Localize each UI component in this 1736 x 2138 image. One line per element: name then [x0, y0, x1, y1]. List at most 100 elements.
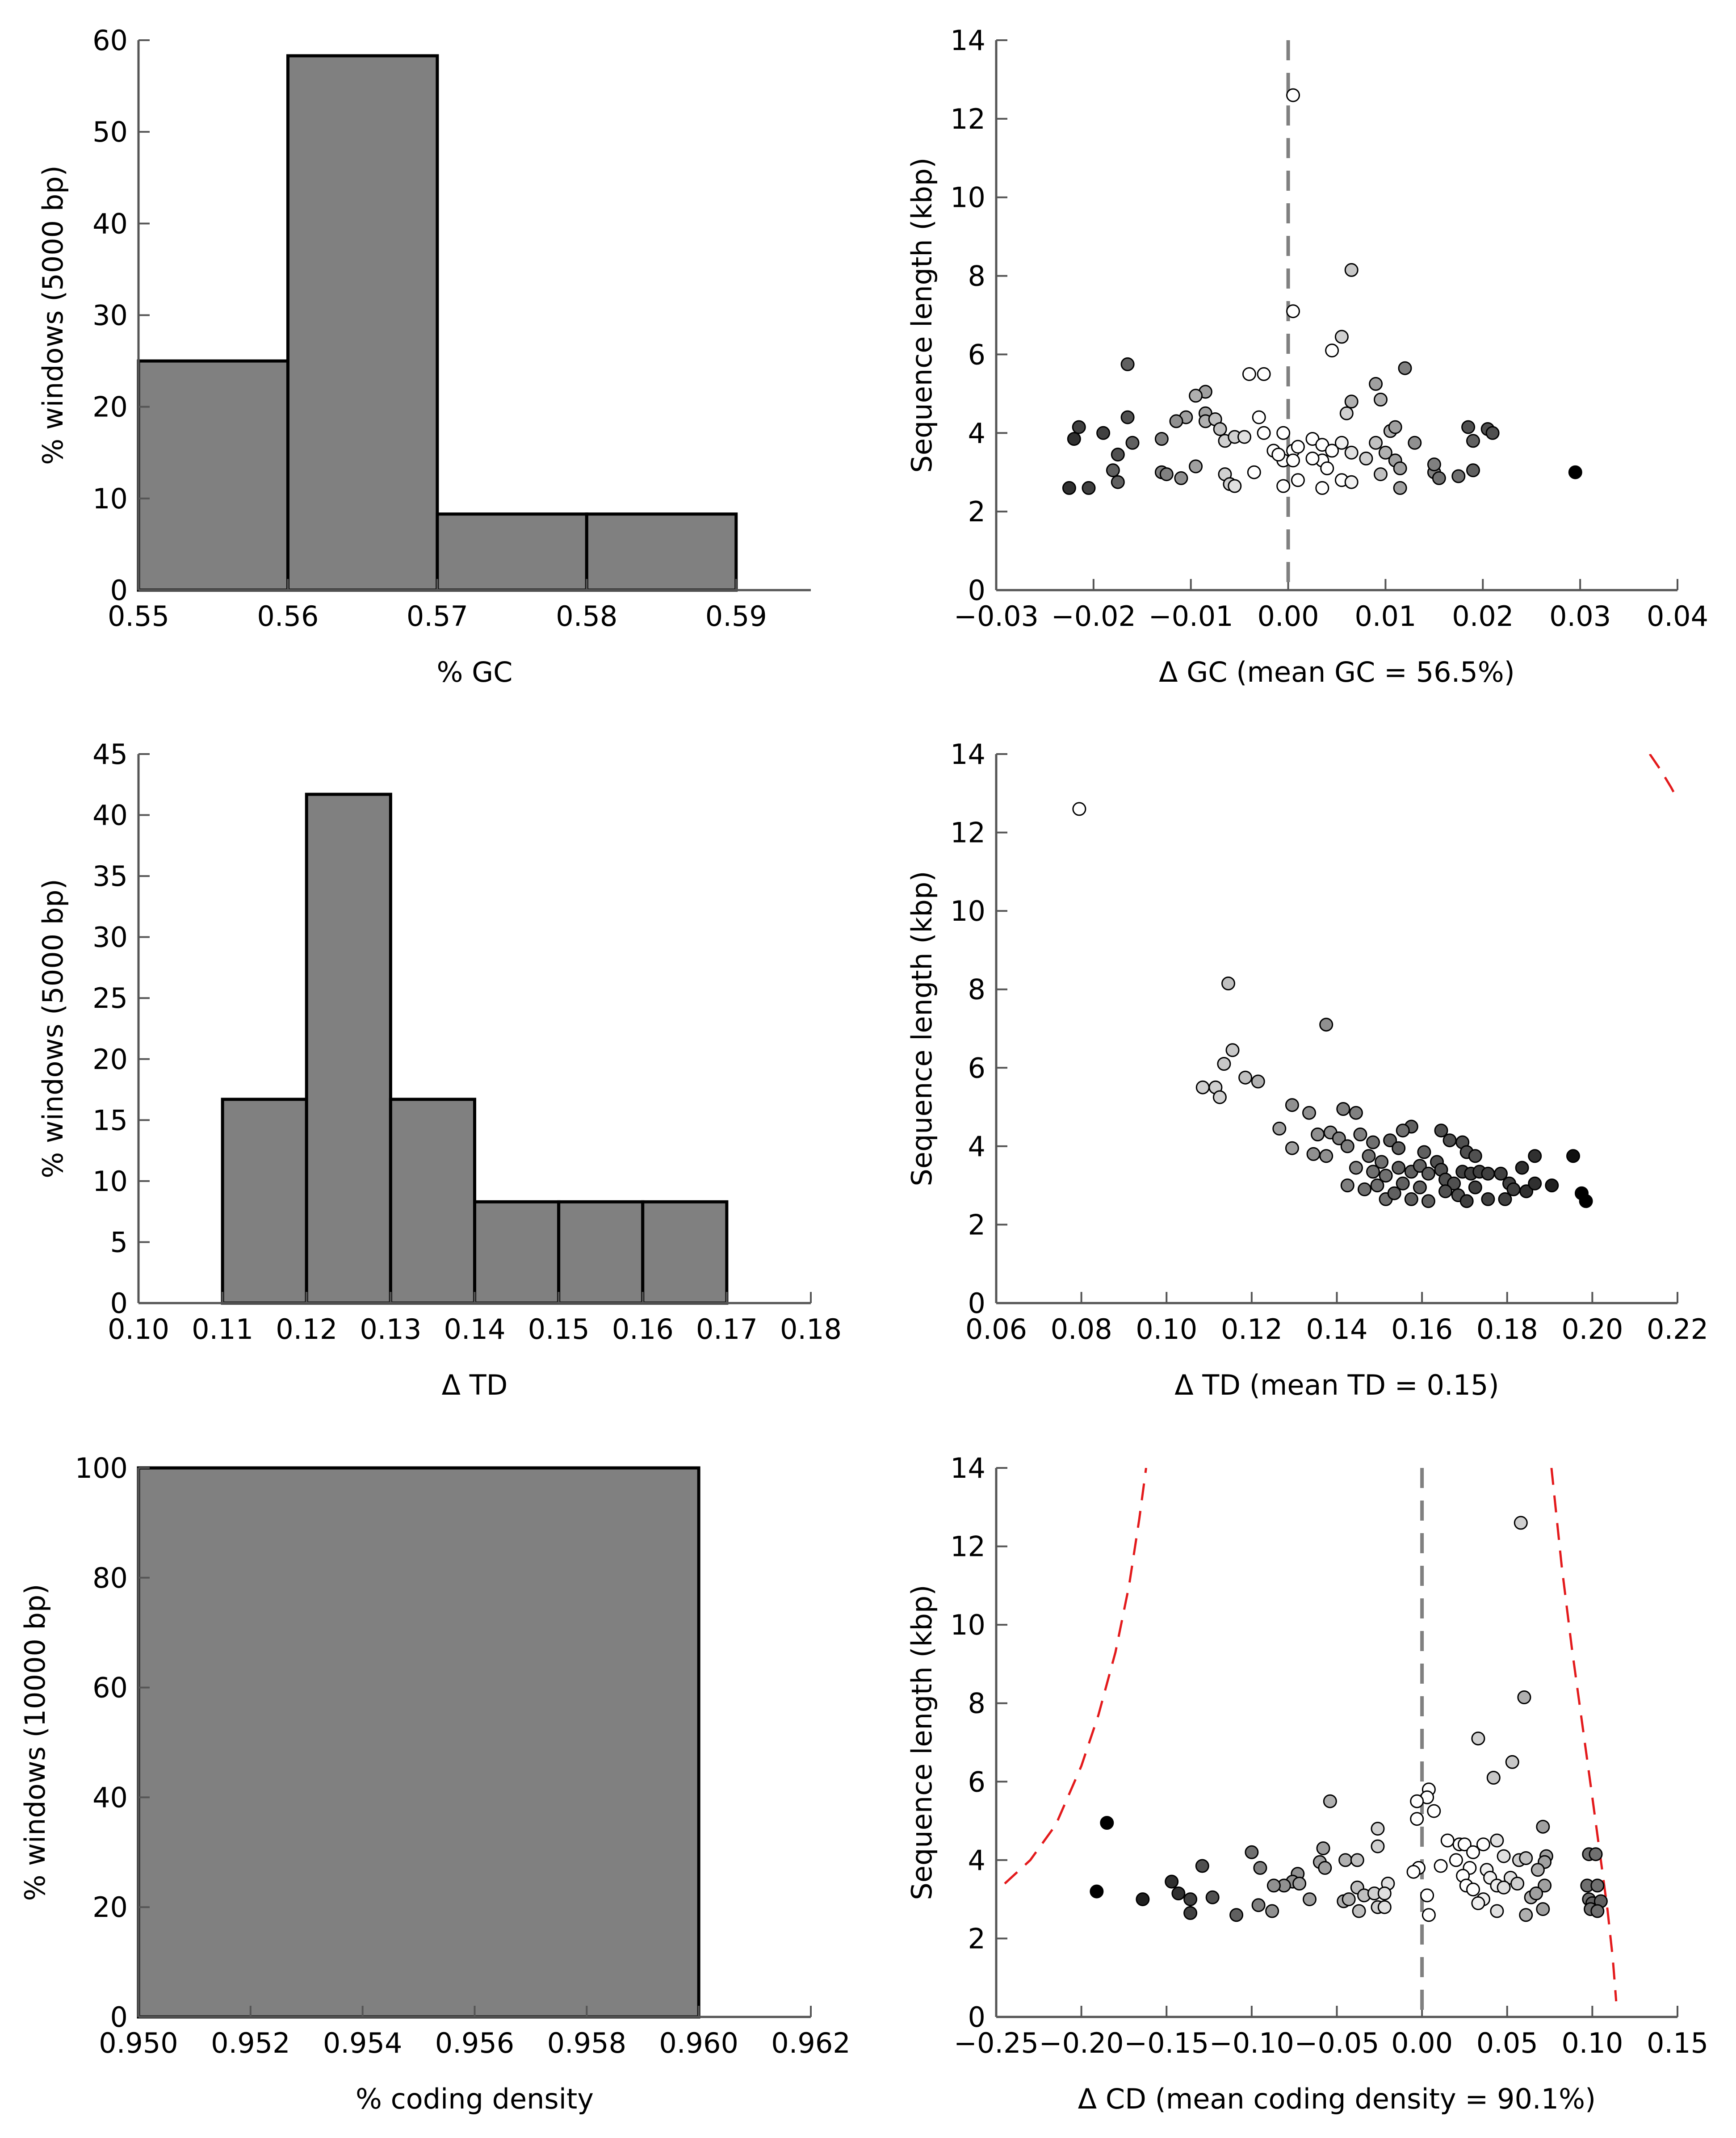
histogram-bar — [221, 1098, 308, 1305]
data-point — [1406, 1865, 1421, 1879]
data-point — [1497, 1880, 1511, 1895]
data-point — [1165, 1874, 1179, 1889]
data-point — [1440, 1833, 1455, 1848]
data-point — [1519, 1908, 1533, 1922]
data-point — [1303, 1892, 1317, 1907]
cd-histogram-axes: 0.950 0.952 0.954 0.956 0.958 0.960 0.962 0 20 40… — [75, 1452, 851, 2059]
y-tick-label: 80 — [92, 1562, 128, 1594]
x-tick-label: 0.01 — [1354, 600, 1416, 633]
y-tick-label: 35 — [92, 860, 128, 893]
data-point — [1421, 1166, 1435, 1181]
gc-scatter-points — [1062, 88, 1582, 495]
data-point — [1238, 1070, 1253, 1085]
td-scatter-x-axis-label: Δ TD (mean TD = 0.15) — [1174, 1369, 1499, 1401]
data-point — [1461, 420, 1476, 434]
data-point — [1375, 1155, 1389, 1169]
x-tick-label: 0.16 — [612, 1313, 674, 1346]
data-point — [1545, 1178, 1559, 1193]
data-point — [1536, 1819, 1550, 1834]
y-tick-label: 8 — [968, 973, 985, 1006]
td-scatter-curves — [1648, 754, 1677, 800]
data-point — [1125, 436, 1140, 450]
data-point — [1339, 406, 1354, 420]
data-point — [1498, 1192, 1512, 1206]
data-point — [1344, 394, 1359, 409]
data-point — [1265, 1904, 1279, 1918]
data-point — [1369, 436, 1383, 450]
x-tick-label: 0.12 — [1221, 1313, 1283, 1346]
td-scatter-points — [1072, 802, 1593, 1208]
x-tick-label: 0.00 — [1258, 600, 1319, 633]
data-point — [1136, 1892, 1150, 1907]
y-tick-label: 12 — [950, 817, 985, 849]
x-tick-label: 0.06 — [965, 1313, 1027, 1346]
data-point — [1374, 467, 1388, 482]
data-point — [1427, 1804, 1441, 1818]
td-histogram-y-axis-label: % windows (5000 bp) — [37, 879, 69, 1178]
histogram-bar — [436, 512, 588, 592]
data-point — [1388, 420, 1402, 434]
x-tick-label: −0.05 — [1295, 2027, 1380, 2059]
data-point — [1486, 1771, 1501, 1785]
x-tick-label: 0.55 — [108, 600, 169, 633]
x-tick-label: 0.03 — [1549, 600, 1611, 633]
data-point — [1417, 1145, 1431, 1159]
data-point — [1096, 426, 1111, 440]
data-point — [1221, 977, 1235, 990]
data-point — [1285, 1141, 1299, 1155]
data-point — [1529, 1886, 1543, 1900]
data-point — [1195, 1859, 1209, 1873]
x-tick-label: 0.04 — [1647, 600, 1708, 633]
data-point — [1072, 420, 1086, 434]
x-tick-label: 0.10 — [1136, 1313, 1197, 1346]
x-tick-label: 0.15 — [528, 1313, 590, 1346]
y-tick-label: 50 — [92, 116, 128, 148]
cd-scatter-points — [1090, 1516, 1608, 1922]
y-tick-label: 30 — [92, 921, 128, 954]
y-tick-label: 60 — [92, 1672, 128, 1704]
data-point — [1111, 448, 1125, 462]
data-point — [1189, 389, 1203, 403]
y-tick-label: 14 — [950, 738, 985, 771]
data-point — [1451, 469, 1466, 483]
data-point — [1396, 1123, 1410, 1138]
data-point — [1106, 463, 1120, 478]
data-point — [1340, 1139, 1354, 1153]
data-point — [1471, 1896, 1485, 1910]
data-point — [1332, 1131, 1346, 1145]
data-point — [1466, 434, 1480, 448]
data-point — [1505, 1755, 1519, 1769]
data-point — [1305, 451, 1320, 465]
x-tick-label: 0.59 — [705, 600, 767, 633]
threshold-curve — [1648, 754, 1677, 800]
cd-histogram-panel: 0.950 0.952 0.954 0.956 0.958 0.960 0.962 0 20 40… — [19, 1452, 851, 2115]
td-scatter-panel: 0.06 0.08 0.10 0.12 0.14 0.16 0.18 0.20 0.22 0 2 4 6… — [906, 738, 1708, 1401]
data-point — [1213, 422, 1227, 436]
data-point — [1320, 461, 1334, 475]
data-point — [1183, 1892, 1198, 1907]
y-tick-label: 25 — [92, 982, 128, 1015]
data-point — [1481, 1166, 1495, 1181]
data-point — [1291, 473, 1305, 487]
x-tick-label: 0.05 — [1476, 2027, 1538, 2059]
gc-scatter-axes: −0.03 −0.02 −0.01 0.00 0.01 0.02 0.03 0.04 0 2 4 6 8… — [950, 24, 1708, 633]
data-point — [1306, 1147, 1321, 1161]
x-tick-label: −0.03 — [954, 600, 1039, 633]
y-tick-label: 30 — [92, 299, 128, 332]
data-point — [1579, 1194, 1593, 1208]
threshold-curve — [1550, 1468, 1618, 2002]
data-point — [1237, 430, 1251, 444]
y-tick-label: 40 — [92, 207, 128, 240]
data-point — [1517, 1690, 1531, 1704]
x-tick-label: 0.954 — [323, 2027, 403, 2059]
data-point — [1481, 1192, 1495, 1206]
data-point — [1120, 357, 1135, 371]
x-tick-label: 0.14 — [444, 1313, 505, 1346]
y-tick-label: 6 — [968, 338, 985, 371]
data-point — [1366, 1135, 1380, 1149]
x-tick-label: 0.57 — [407, 600, 468, 633]
data-point — [1311, 1128, 1325, 1141]
data-point — [1340, 1178, 1354, 1193]
cd-scatter-curves — [1004, 1468, 1618, 2002]
data-point — [1420, 1888, 1434, 1903]
